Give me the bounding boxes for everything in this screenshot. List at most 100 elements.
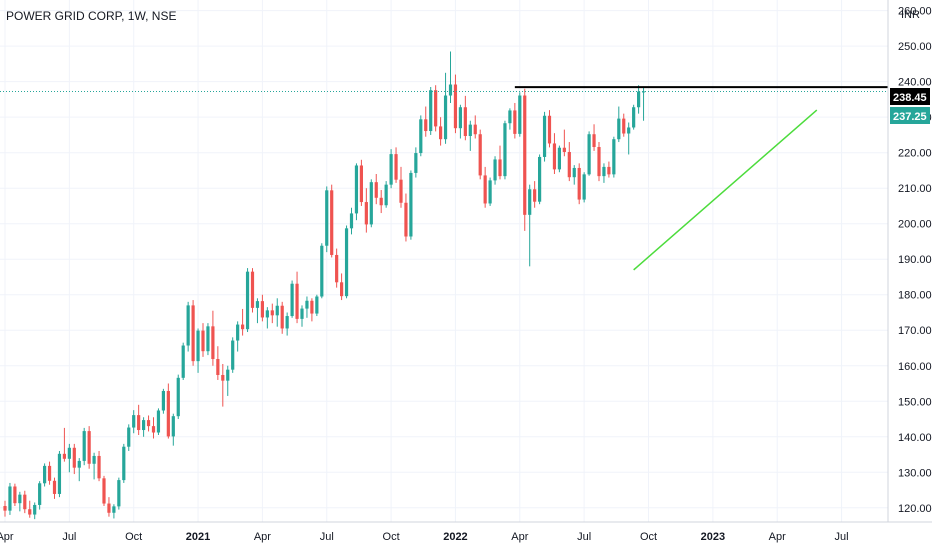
candle-body [513, 110, 517, 134]
candle-body [127, 427, 131, 447]
resistance-price-badge: 238.45 [890, 88, 930, 105]
candle-body [57, 453, 62, 494]
candle-body [632, 107, 636, 128]
candle-body [458, 107, 462, 129]
candle-body [52, 480, 57, 494]
candle-body [330, 190, 334, 255]
candle-body [379, 197, 383, 206]
x-tick-label: Apr [511, 531, 528, 543]
candle-body [290, 283, 294, 317]
candle-body [488, 180, 492, 204]
candle-body [181, 345, 185, 378]
y-tick-label: 260.00 [898, 6, 932, 18]
candle-body [231, 340, 235, 370]
candle-body [607, 166, 611, 175]
candle-body [18, 494, 22, 504]
candle-body [191, 305, 195, 362]
candle-body [201, 330, 205, 352]
x-tick-label: Jul [62, 531, 76, 543]
candle-body [236, 324, 240, 341]
candle-body [122, 446, 126, 481]
candle-body [102, 478, 106, 504]
currency-label: INR [901, 9, 920, 21]
candle-body [67, 447, 71, 459]
candle-body [151, 426, 156, 433]
candle-body [463, 107, 467, 137]
candle-body [349, 213, 354, 229]
candle-body [196, 330, 200, 362]
candle-body [245, 271, 250, 330]
candle-body [28, 509, 32, 515]
candle-body [137, 415, 141, 431]
candle-body [62, 453, 66, 459]
x-tick-label: 2022 [443, 531, 467, 543]
candle-body [112, 506, 116, 513]
x-tick-label: 2023 [701, 531, 725, 543]
candle-body [518, 95, 522, 134]
candle-body [107, 503, 111, 513]
candle-body [359, 165, 363, 203]
candle-body [206, 326, 210, 352]
y-tick-label: 120.00 [898, 503, 932, 515]
candle-body [43, 465, 47, 484]
candle-body [340, 282, 344, 297]
candle-body [344, 228, 349, 297]
y-tick-label: 200.00 [898, 219, 932, 231]
last-price-badge-bg [890, 107, 930, 124]
candle-body [587, 134, 591, 175]
y-tick-label: 210.00 [898, 183, 932, 195]
y-tick-label: 190.00 [898, 254, 932, 266]
x-tick-label: Oct [125, 531, 142, 543]
candle-body [429, 90, 433, 132]
candle-body [186, 305, 190, 346]
candle-body [552, 143, 557, 170]
candle-body [250, 271, 255, 308]
candle-body [241, 324, 245, 330]
candle-body [503, 123, 507, 177]
candle-body [72, 447, 76, 468]
candle-body [468, 124, 472, 137]
candle-body [221, 374, 225, 381]
y-tick-label: 180.00 [898, 290, 932, 302]
candle-body [627, 127, 631, 134]
candle-body [592, 134, 596, 148]
candle-body [280, 305, 284, 329]
y-tick-label: 140.00 [898, 432, 932, 444]
candle-body [538, 156, 542, 202]
x-tick-label: Jul [835, 531, 849, 543]
candle-body [176, 377, 180, 417]
candle-body [354, 165, 359, 214]
candle-body [260, 301, 264, 318]
candle-body [493, 159, 497, 181]
candle-body [132, 415, 136, 428]
candle-body [409, 172, 413, 237]
candle-body [478, 134, 482, 176]
candle-body [320, 245, 324, 297]
candle-body [424, 119, 428, 132]
candle-body [216, 359, 220, 375]
candle-body [364, 202, 368, 225]
y-tick-label: 170.00 [898, 325, 932, 337]
candle-body [305, 300, 309, 309]
candle-body [414, 153, 418, 173]
x-tick-label: Apr [0, 531, 14, 543]
candle-body [211, 326, 215, 360]
candle-body [270, 310, 274, 316]
candle-body [394, 154, 398, 180]
candle-body [389, 154, 393, 185]
candle-body [562, 147, 566, 152]
candle-body [325, 190, 329, 246]
candle-body [612, 139, 616, 175]
annotation-lines [0, 86, 888, 271]
candle-body [146, 420, 151, 427]
candle-body [399, 179, 403, 203]
last-price-badge: 237.25 [890, 107, 930, 124]
candle-body [23, 494, 27, 510]
candle-body [82, 431, 86, 461]
grid [0, 0, 888, 522]
resistance-badge-bg [890, 88, 930, 105]
candle-body [374, 182, 378, 198]
candle-body [404, 202, 408, 237]
y-tick-label: 220.00 [898, 148, 932, 160]
